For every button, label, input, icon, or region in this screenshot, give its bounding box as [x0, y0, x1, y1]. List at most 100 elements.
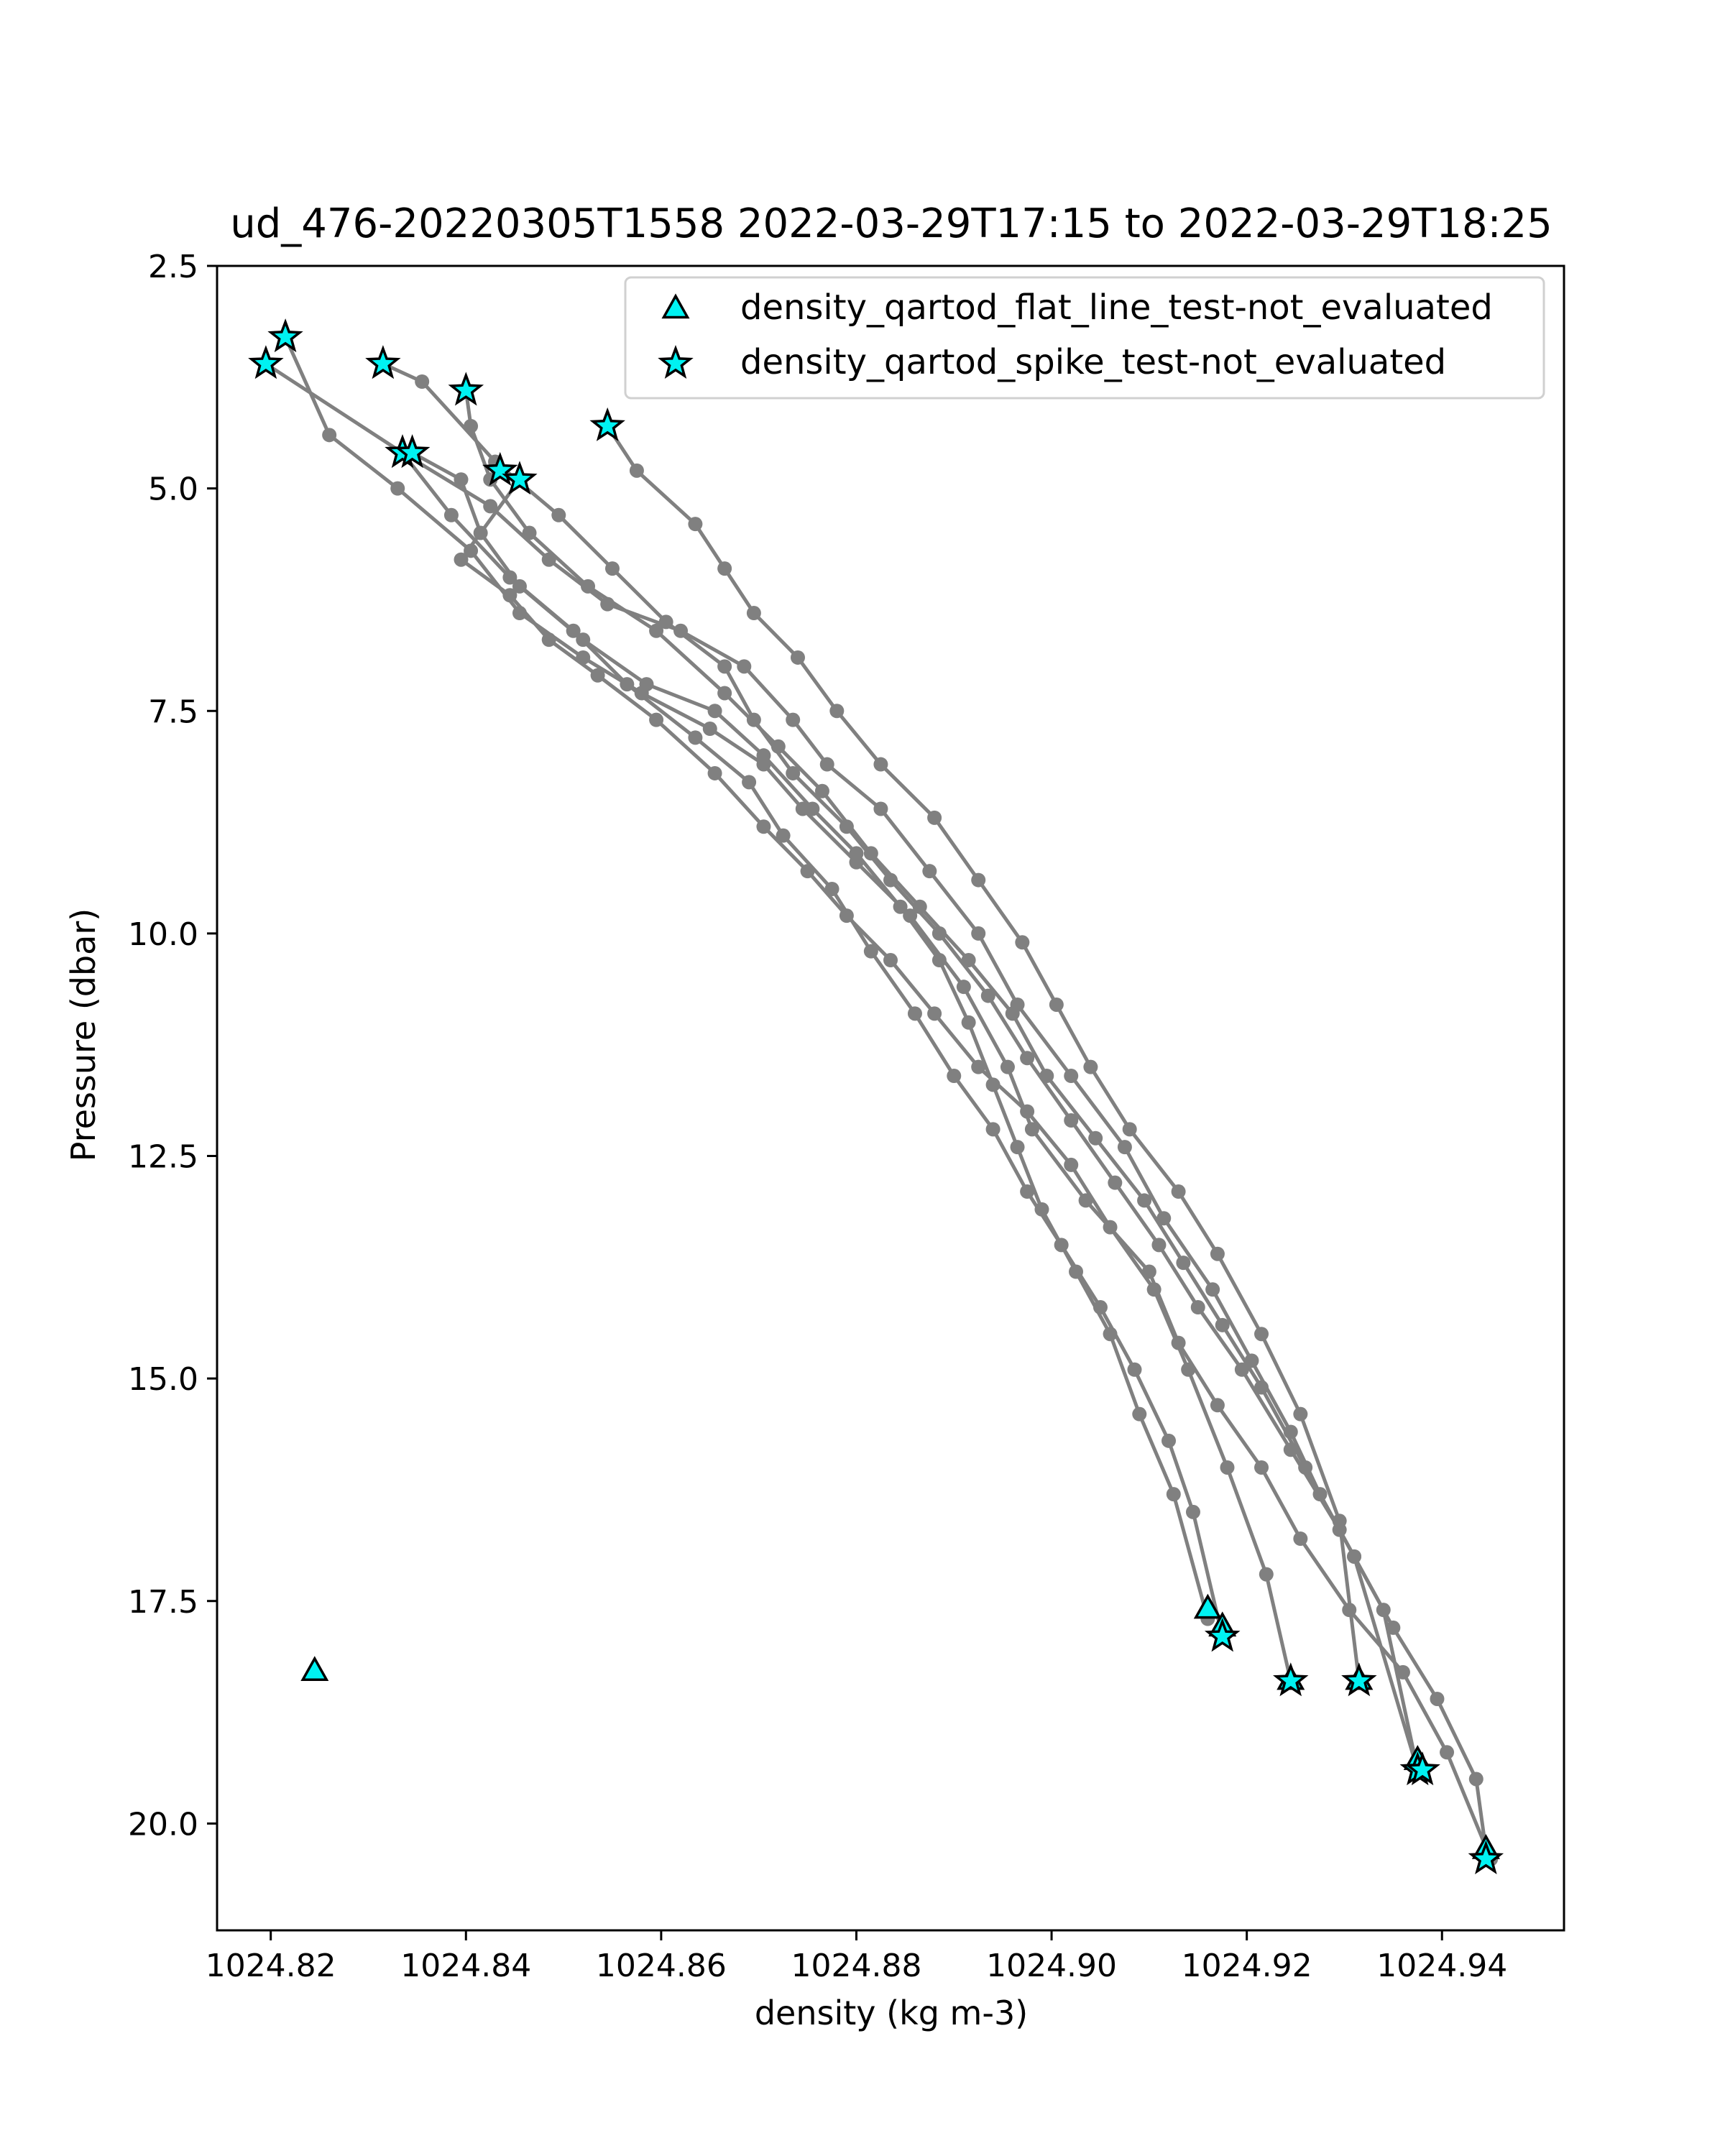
profile-point	[1108, 1175, 1123, 1190]
profile-point	[1293, 1406, 1308, 1422]
profile-point	[742, 775, 757, 790]
profile-point	[863, 846, 878, 861]
y-axis-label: Pressure (dbar)	[64, 908, 103, 1161]
profile-point	[483, 499, 498, 514]
profile-point	[322, 428, 337, 443]
profile-3	[375, 356, 1425, 1778]
profile-point	[893, 899, 908, 914]
profile-point	[1015, 935, 1030, 950]
profile-point	[883, 953, 898, 968]
profile-point	[1234, 1362, 1249, 1377]
profile-point	[956, 980, 971, 995]
profile-point	[907, 1006, 922, 1021]
profile-point	[702, 722, 717, 737]
profile-point	[1127, 1362, 1142, 1377]
profile-point	[576, 632, 591, 648]
profile-point	[454, 472, 469, 487]
chart-title: ud_476-20220305T1558 2022-03-29T17:15 to…	[230, 201, 1552, 247]
profile-point	[1185, 1504, 1200, 1519]
profile-point	[1162, 1433, 1177, 1448]
triangle-marker	[1193, 1593, 1222, 1619]
profile-point	[464, 418, 479, 433]
profile-point	[756, 819, 771, 834]
x-tick-label: 1024.82	[206, 1948, 336, 1984]
x-tick-label: 1024.92	[1182, 1948, 1312, 1984]
profile-point	[1064, 1112, 1079, 1128]
profile-point	[1210, 1398, 1225, 1413]
star-marker	[248, 345, 284, 379]
profile-4	[459, 383, 1425, 1778]
profile-point	[1024, 1122, 1039, 1137]
profile-point	[1083, 1059, 1098, 1074]
profile-point	[1332, 1514, 1347, 1529]
profile-point	[1069, 1264, 1084, 1279]
profile-point	[390, 481, 405, 496]
y-tick-label: 7.5	[148, 694, 198, 730]
profile-point	[707, 765, 722, 780]
profile-line	[606, 425, 1361, 1682]
star-marker-series	[248, 318, 1504, 1874]
profile-point	[961, 953, 976, 968]
profile-point	[971, 872, 986, 888]
profile-point	[717, 561, 732, 576]
profile-point	[717, 659, 732, 674]
star-marker	[482, 451, 518, 486]
profile-point	[737, 659, 752, 674]
markers-layer	[248, 318, 1504, 1874]
profile-point	[688, 517, 703, 532]
plot-frame	[216, 264, 1565, 1932]
profile-point	[1000, 1059, 1015, 1074]
profile-point	[620, 677, 635, 692]
x-tick-label: 1024.94	[1376, 1948, 1507, 1984]
legend-frame	[624, 276, 1545, 400]
profile-point	[1166, 1487, 1181, 1502]
profile-point	[1020, 1104, 1035, 1119]
y-tick-label: 17.5	[128, 1584, 198, 1621]
profile-point	[1020, 1184, 1035, 1199]
profile-point	[927, 1006, 942, 1021]
profile-point	[1103, 1220, 1118, 1235]
profile-point	[1254, 1327, 1269, 1342]
profile-point	[443, 507, 459, 522]
profile-point	[649, 623, 664, 638]
profile-line	[401, 451, 1225, 1637]
profile-point	[790, 650, 805, 665]
profile-point	[522, 525, 537, 540]
profile-point	[649, 712, 664, 727]
axes-layer: 1024.82 1024.84 1024.86 1024.88 1024.90 1024.…	[128, 249, 1565, 1984]
profile-point	[770, 739, 786, 754]
y-tick-label: 2.5	[148, 249, 198, 285]
profile-5	[600, 418, 1366, 1689]
profile-point	[604, 561, 620, 576]
legend-star-marker	[658, 345, 694, 379]
x-axis-label: density (kg m-3)	[755, 1994, 1028, 2032]
x-tick-label: 1024.84	[400, 1948, 531, 1984]
triangle-marker	[300, 1656, 329, 1682]
profile-point	[947, 1069, 962, 1084]
profile-point	[707, 704, 722, 719]
triangle-icon	[661, 293, 690, 319]
profile-point	[1005, 1006, 1020, 1021]
profile-point	[1010, 1140, 1025, 1155]
profile-point	[746, 606, 761, 621]
profile-point	[502, 588, 518, 603]
legend-triangle-marker	[661, 293, 690, 319]
profile-point	[512, 579, 527, 594]
profile-point	[971, 926, 986, 941]
profile-point	[814, 783, 829, 798]
profile-point	[473, 525, 488, 540]
profile-point	[961, 1015, 976, 1030]
profile-point	[1088, 1130, 1103, 1146]
star-marker	[1204, 1618, 1241, 1652]
profile-point	[1430, 1691, 1445, 1706]
profile-point	[1137, 1193, 1152, 1208]
profile-point	[829, 704, 845, 719]
star-marker	[1273, 1662, 1309, 1697]
profile-point	[1020, 1051, 1035, 1066]
profile-point	[415, 374, 430, 390]
profile-point	[541, 632, 556, 648]
profile-point	[1190, 1300, 1205, 1315]
profile-7	[395, 446, 1230, 1644]
profile-point	[551, 507, 566, 522]
profile-line	[411, 451, 1210, 1620]
